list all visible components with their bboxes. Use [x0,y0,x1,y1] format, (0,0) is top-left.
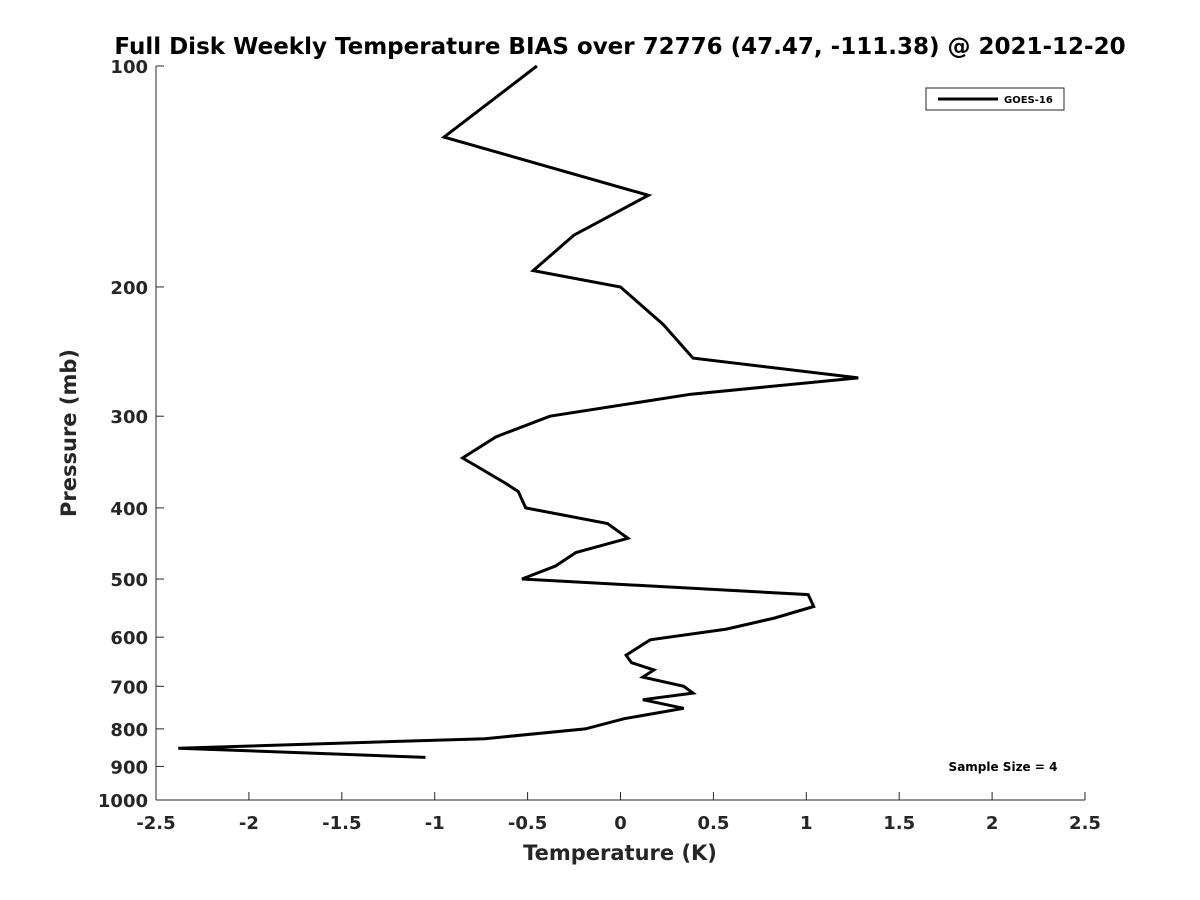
y-ticks: 100 200 300 400 500 600 700 800 900 1000 [98,57,164,812]
x-tick-label: -1.5 [322,813,361,834]
y-tick-label: 800 [110,720,148,741]
x-tick-label: 0 [614,813,627,834]
y-tick-label: 300 [110,407,148,428]
x-tick-label: 1 [800,813,813,834]
legend: GOES-16 [925,87,1065,111]
y-tick-label: 900 [110,757,148,778]
x-axis-label: Temperature (K) [523,841,717,865]
x-tick-label: -0.5 [508,813,547,834]
x-tick-label: -2.5 [136,813,175,834]
chart-title: Full Disk Weekly Temperature BIAS over 7… [114,34,1125,60]
sample-size-annotation: Sample Size = 4 [949,760,1058,774]
y-tick-label: 1000 [98,791,148,812]
y-tick-label: 100 [110,57,148,78]
x-tick-label: 0.5 [697,813,729,834]
x-tick-label: -1 [425,813,445,834]
series-layer [178,64,859,759]
x-tick-label: 2 [986,813,999,834]
y-tick-label: 500 [110,570,148,591]
y-tick-label: 400 [110,499,148,520]
legend-label-goes-16: GOES-16 [1004,95,1053,106]
axes [155,66,1085,801]
x-ticks: -2.5 -2 -1.5 -1 -0.5 0 0.5 1 1.5 2 2.5 [136,792,1101,834]
y-tick-label: 600 [110,628,148,649]
x-tick-label: 1.5 [883,813,915,834]
y-tick-label: 200 [110,278,148,299]
y-tick-label: 700 [110,677,148,698]
series-line-goes-16 [178,64,859,759]
x-tick-label: -2 [239,813,259,834]
x-tick-label: 2.5 [1069,813,1101,834]
y-axis-label: Pressure (mb) [57,349,81,517]
